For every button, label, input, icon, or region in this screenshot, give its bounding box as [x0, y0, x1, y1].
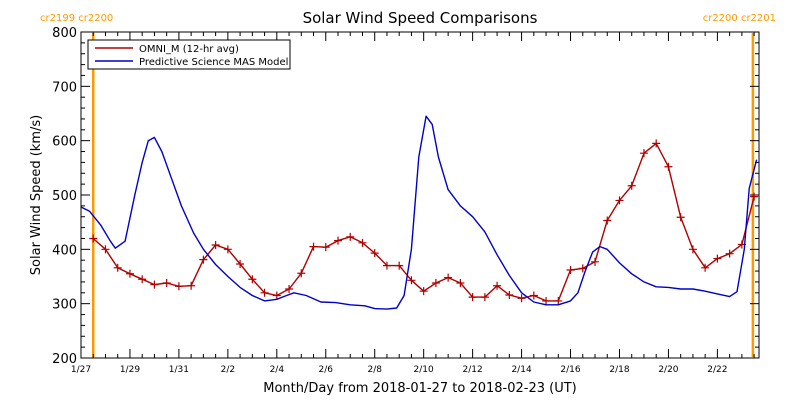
data-point-marker: [285, 284, 294, 293]
data-point-marker: [750, 192, 759, 201]
data-point-marker: [174, 282, 183, 291]
data-point-marker: [334, 236, 343, 245]
x-tick-label: 1/27: [71, 365, 91, 375]
data-point-marker: [664, 162, 673, 171]
data-point-marker: [652, 139, 661, 148]
data-point-marker: [138, 275, 147, 284]
data-point-marker: [395, 261, 404, 270]
data-point-marker: [370, 249, 379, 258]
data-point-marker: [639, 149, 648, 158]
data-point-marker: [382, 261, 391, 270]
data-point-marker: [431, 279, 440, 288]
x-tick-label: 1/29: [120, 365, 140, 375]
x-tick-label: 2/12: [463, 365, 483, 375]
data-point-marker: [456, 279, 465, 288]
data-point-marker: [260, 288, 269, 297]
data-point-marker: [542, 296, 551, 305]
series-line-1: [80, 115, 758, 310]
data-point-marker: [701, 263, 710, 272]
data-point-marker: [272, 291, 281, 300]
carrington-label-left: cr2199 cr2200: [40, 13, 113, 24]
data-point-marker: [150, 280, 159, 289]
data-point-marker: [236, 260, 245, 269]
x-tick-label: 2/22: [707, 365, 727, 375]
data-point-marker: [578, 264, 587, 273]
data-point-marker: [346, 232, 355, 241]
data-point-marker: [566, 265, 575, 274]
x-tick-label: 1/31: [169, 365, 189, 375]
data-point-marker: [554, 296, 563, 305]
data-point-marker: [321, 243, 330, 252]
y-tick-label-800: 800: [52, 26, 77, 41]
data-point-marker: [591, 257, 600, 266]
chart-title: Solar Wind Speed Comparisons: [303, 9, 538, 27]
x-tick-label: 2/4: [270, 365, 285, 375]
data-point-marker: [211, 240, 220, 249]
x-tick-label: 2/6: [319, 365, 334, 375]
data-point-marker: [199, 255, 208, 264]
data-point-marker: [713, 254, 722, 263]
plot-area: 200 300 400 500 600 700 800 1/27 1/29 1/31 2/2 2/4 2…: [52, 26, 760, 375]
x-tick-label: 2/16: [560, 365, 580, 375]
data-point-marker: [419, 287, 428, 296]
data-point-marker: [223, 245, 232, 254]
data-point-marker: [407, 276, 416, 285]
data-point-marker: [162, 279, 171, 288]
carrington-label-right: cr2200 cr2201: [703, 13, 776, 24]
data-point-marker: [248, 275, 257, 284]
y-axis-label: Solar Wind Speed (km/s): [29, 115, 44, 275]
data-point-marker: [480, 293, 489, 302]
data-point-marker: [101, 245, 110, 254]
y-tick-label-400: 400: [52, 243, 77, 258]
y-tick-label-300: 300: [52, 298, 77, 313]
y-tick-label-600: 600: [52, 135, 77, 150]
data-point-marker: [603, 216, 612, 225]
data-point-marker: [187, 281, 196, 290]
x-tick-label: 2/18: [609, 365, 629, 375]
data-point-marker: [517, 294, 526, 303]
x-tick-label: 2/8: [367, 365, 382, 375]
data-point-marker: [358, 238, 367, 247]
data-point-marker: [468, 293, 477, 302]
data-point-marker: [125, 269, 134, 278]
legend: OMNI_M (12-hr avg) Predictive Science MA…: [87, 39, 291, 70]
data-point-marker: [529, 291, 538, 300]
x-axis-label: Month/Day from 2018-01-27 to 2018-02-23 …: [263, 381, 576, 396]
y-tick-label-500: 500: [52, 189, 77, 204]
data-point-marker: [297, 269, 306, 278]
data-point-marker: [505, 290, 514, 299]
legend-box: [87, 39, 291, 70]
legend-label-omni: OMNI_M (12-hr avg): [139, 44, 239, 55]
x-tick-label: 2/14: [511, 365, 531, 375]
data-point-marker: [309, 242, 318, 251]
data-point-marker: [89, 234, 98, 243]
y-tick-label-700: 700: [52, 80, 77, 95]
data-point-marker: [688, 245, 697, 254]
legend-label-mas: Predictive Science MAS Model: [139, 57, 288, 68]
data-point-marker: [615, 196, 624, 205]
x-tick-label: 2/10: [414, 365, 434, 375]
data-point-marker: [676, 213, 685, 222]
data-point-marker: [627, 181, 636, 190]
x-tick-label: 2/2: [221, 365, 235, 375]
data-point-marker: [444, 273, 453, 282]
data-point-marker: [113, 263, 122, 272]
data-point-marker: [725, 249, 734, 258]
x-tick-label: 2/20: [658, 365, 678, 375]
y-tick-label-200: 200: [52, 352, 77, 367]
data-point-marker: [493, 281, 502, 290]
